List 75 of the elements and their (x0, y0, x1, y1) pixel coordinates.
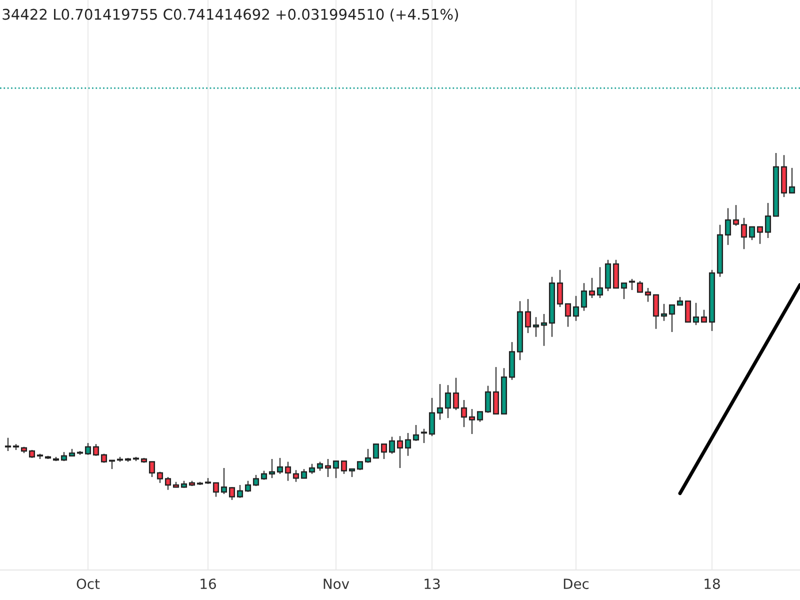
candlestick (260, 470, 268, 480)
candlestick (604, 259, 612, 292)
candlestick (660, 303, 668, 322)
candlestick (764, 202, 772, 239)
x-tick-label: 13 (424, 578, 440, 590)
x-tick-label: Oct (76, 578, 100, 590)
candlestick (276, 457, 284, 475)
candlestick (556, 269, 564, 308)
candlestick (748, 226, 756, 241)
candlestick (684, 300, 692, 323)
candlestick (220, 467, 228, 495)
candlestick (284, 461, 292, 482)
candlestick (316, 461, 324, 472)
x-tick-label: Nov (324, 578, 350, 590)
candlestick (212, 482, 220, 498)
candlestick (756, 226, 764, 245)
x-tick-label: 18 (704, 578, 720, 590)
candlestick (292, 469, 300, 483)
candlestick (340, 460, 348, 475)
candlestick (612, 259, 620, 289)
candlestick (460, 399, 468, 428)
candlestick (364, 448, 372, 464)
candlestick (300, 468, 308, 479)
candlestick (492, 366, 500, 415)
candlestick (564, 303, 572, 328)
candlestick (228, 486, 236, 501)
x-tick-label: Dec (564, 578, 589, 590)
candlestick (388, 436, 396, 454)
candlestick (164, 476, 172, 491)
candlestick (740, 217, 748, 250)
candlestick (396, 435, 404, 469)
candlestick (268, 458, 276, 479)
candlestick (636, 280, 644, 293)
candlestick (468, 408, 476, 435)
candlestick (476, 411, 484, 423)
candlestick (412, 424, 420, 442)
candlestick (532, 316, 540, 338)
candlestick (572, 295, 580, 322)
candlestick (252, 474, 260, 487)
candlestick (324, 458, 332, 478)
candlestick (628, 278, 636, 291)
candlestick (236, 484, 244, 499)
candlestick (404, 432, 412, 457)
candlestick (652, 294, 660, 330)
candlestick (540, 313, 548, 347)
candlestick (588, 277, 596, 299)
candlestick (420, 428, 428, 444)
candlestick (372, 443, 380, 459)
candlestick (668, 304, 676, 333)
candlestick (428, 397, 436, 437)
candlestick (580, 282, 588, 312)
candlestick (484, 385, 492, 414)
candlestick (700, 309, 708, 323)
candlestick (732, 204, 740, 227)
candlestick (596, 266, 604, 299)
candlestick (92, 443, 100, 457)
candlestick (308, 463, 316, 475)
candlestick (4, 437, 12, 452)
candlestick (452, 377, 460, 411)
candlestick (692, 302, 700, 326)
candlestick (788, 167, 796, 194)
candlestick (724, 207, 732, 246)
text: 34422 L0.701419755 C0.741414692 +0.031994510 (+4.51%) (2, 8, 458, 22)
candlestick (524, 298, 532, 334)
candlestick (436, 383, 444, 420)
candlestick (332, 460, 340, 479)
candlestick (84, 442, 92, 456)
candlestick (244, 480, 252, 493)
candlestick (380, 443, 388, 460)
candlestick (444, 384, 452, 419)
candlestick (644, 287, 652, 303)
x-tick-label: 16 (200, 578, 216, 590)
candlestick (620, 282, 628, 300)
candlestick (148, 461, 156, 478)
candlestick (60, 451, 68, 462)
